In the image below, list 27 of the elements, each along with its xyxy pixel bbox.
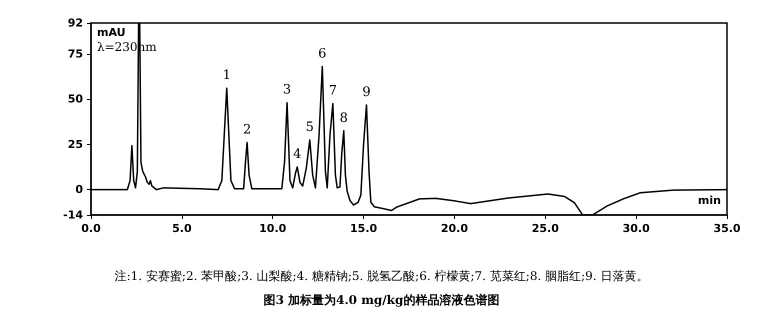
x-axis-title: min xyxy=(698,194,722,207)
y-tick-label: 75 xyxy=(68,47,83,60)
x-tick-label: 0.0 xyxy=(81,222,102,235)
annotation: 3 xyxy=(282,82,292,98)
x-tick-label: 5.0 xyxy=(172,222,192,235)
annotation: 5 xyxy=(306,120,314,136)
y-tick-label: 25 xyxy=(68,138,83,151)
text: 图3 加标量为4.0 mg/kg的样品溶液色谱图 xyxy=(264,293,500,307)
annotation: 6 xyxy=(318,46,326,62)
y-axis-title: mAU xyxy=(97,26,126,39)
y-tick-label: 92 xyxy=(68,16,83,30)
annotation: 9 xyxy=(362,85,371,100)
annotation: 1 xyxy=(222,68,231,84)
annotation: 4 xyxy=(293,147,302,162)
annotation: 7 xyxy=(328,84,337,99)
x-tick-label: 15.0 xyxy=(350,222,378,235)
y-tick-label: 0 xyxy=(75,183,84,196)
x-tick-label: 30.0 xyxy=(622,222,650,235)
x-tick-label: 35.0 xyxy=(713,222,741,235)
annotation: 8 xyxy=(340,110,348,126)
y-tick-label: -14 xyxy=(63,208,84,222)
annotation: 2 xyxy=(242,122,252,138)
x-tick-label: 10.0 xyxy=(259,222,287,235)
text: 注:1. 安赛蜜;2. 苯甲酸;3. 山梨酸;4. 糖精钠;5. 脱氢乙酸;6. 柠檬黄;7. 苋菜红;8. 胭脂红;9. 日落黄。 xyxy=(114,269,648,283)
y-tick-label: 50 xyxy=(68,92,84,106)
x-tick-label: 25.0 xyxy=(532,222,560,235)
x-tick-label: 20.0 xyxy=(440,222,468,235)
